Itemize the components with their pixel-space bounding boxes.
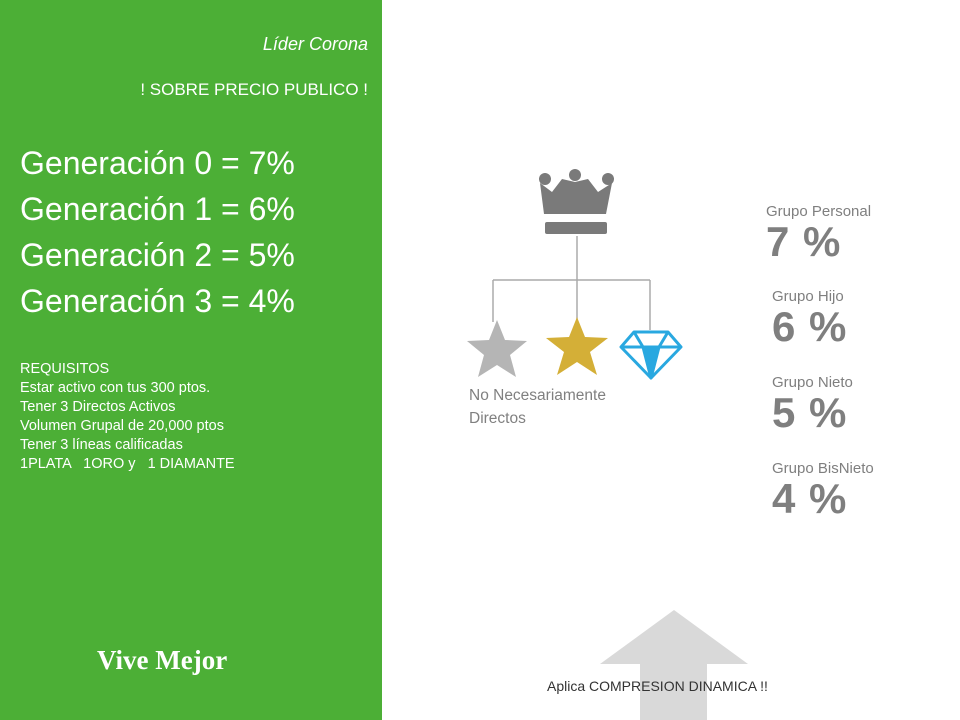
up-arrow-icon <box>600 610 748 720</box>
slogan: Vive Mejor <box>97 645 228 675</box>
note-line: No Necesariamente <box>469 387 606 404</box>
dynamic-compression-note: Aplica COMPRESION DINAMICA !! <box>547 678 768 694</box>
group-label: Grupo Nieto <box>772 374 853 391</box>
group-label: Grupo BisNieto <box>772 460 874 477</box>
requirement-item: Volumen Grupal de 20,000 ptos <box>20 418 224 434</box>
gold-star-icon <box>546 317 608 375</box>
leader-title: Líder Corona <box>262 34 368 54</box>
price-note: ! SOBRE PRECIO PUBLICO ! <box>140 80 368 99</box>
crown-icon <box>539 169 614 234</box>
generation-line: Generación 0 = 7% <box>20 145 295 181</box>
requirement-item: 1PLATA 1ORO y 1 DIAMANTE <box>20 456 235 472</box>
group-percent: 5 % <box>772 389 848 436</box>
requirements-title: REQUISITOS <box>20 361 110 377</box>
silver-star-icon <box>467 320 527 377</box>
requirement-item: Tener 3 líneas calificadas <box>20 437 183 453</box>
generation-list: Generación 0 = 7% Generación 1 = 6% Gene… <box>20 140 295 324</box>
requirements: REQUISITOS Estar activo con tus 300 ptos… <box>20 360 235 474</box>
group-personal: Grupo Personal 7 % <box>766 203 871 266</box>
group-label: Grupo Personal <box>766 203 872 220</box>
generation-line: Generación 3 = 4% <box>20 283 295 319</box>
group-bisnieto: Grupo BisNieto 4 % <box>772 460 874 523</box>
diamond-icon <box>619 330 683 380</box>
group-label: Grupo Hijo <box>772 288 844 305</box>
generation-line: Generación 2 = 5% <box>20 237 295 273</box>
group-percent: 4 % <box>772 475 848 522</box>
generation-line: Generación 1 = 6% <box>20 191 295 227</box>
left-panel: Líder Corona ! SOBRE PRECIO PUBLICO ! Ge… <box>0 0 382 720</box>
connector-lines <box>492 236 651 330</box>
group-hijo: Grupo Hijo 6 % <box>772 288 847 351</box>
requirement-item: Tener 3 Directos Activos <box>20 399 176 415</box>
not-necessarily-direct-note: No Necesariamente Directos <box>469 384 606 430</box>
note-line: Directos <box>469 410 526 427</box>
group-nieto: Grupo Nieto 5 % <box>772 374 853 437</box>
group-percent: 6 % <box>772 303 848 350</box>
group-percent: 7 % <box>766 218 842 265</box>
requirement-item: Estar activo con tus 300 ptos. <box>20 380 211 396</box>
